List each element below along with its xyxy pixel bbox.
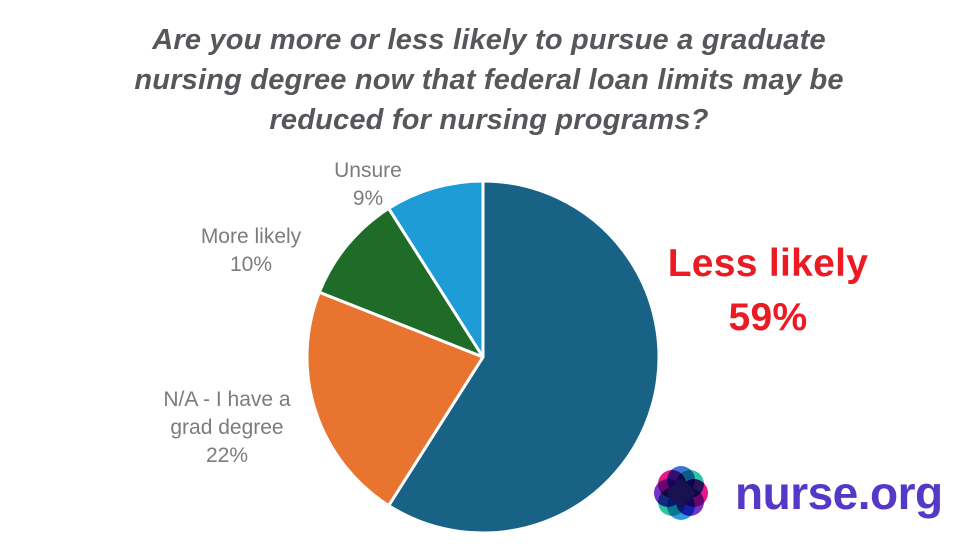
callout-na-grad-degree: N/A - I have a grad degree 22% bbox=[163, 388, 291, 467]
logo-flower-icon bbox=[644, 454, 718, 532]
pie-slice-n-a-i-have-a-grad-degree bbox=[305, 290, 485, 508]
pie-chart-area bbox=[303, 177, 663, 537]
highlight-less-likely: Less likely 59% bbox=[667, 242, 869, 339]
callout-more-likely: More likely 10% bbox=[200, 225, 302, 276]
chart-title: Are you more or less likely to pursue a … bbox=[134, 24, 844, 136]
pie-slice-less-likely bbox=[387, 179, 661, 535]
callout-unsure: Unsure 9% bbox=[334, 159, 402, 210]
pie-slice-unsure bbox=[387, 179, 485, 359]
pie-slice-more-likely bbox=[317, 206, 485, 359]
logo-text: nurse.org bbox=[735, 467, 943, 519]
pie-chart bbox=[305, 179, 661, 535]
nurse-org-logo: nurse.org bbox=[644, 452, 943, 534]
